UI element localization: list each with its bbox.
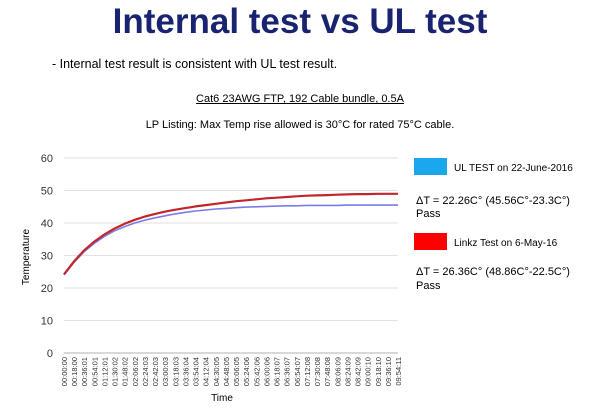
x-tick-label: 07:12:08 — [303, 357, 312, 386]
series-line-linkz — [63, 192, 398, 275]
y-tick-label: 30 — [41, 251, 53, 263]
y-tick-label: 50 — [41, 186, 53, 198]
legend-swatch-linkz — [414, 233, 447, 250]
x-tick-label: 08:42:09 — [354, 357, 363, 386]
chart-subtitle: Cat6 23AWG FTP, 192 Cable bundle, 0.5A — [196, 93, 404, 105]
legend-swatch-ul — [414, 158, 447, 175]
temperature-chart: 0 10 20 30 40 50 60 00:00:00 00:18:00 00:36:01 00… — [21, 153, 403, 404]
x-tick-label: 05:06:05 — [232, 357, 241, 386]
x-tick-label: 03:36:04 — [181, 357, 190, 386]
x-tick-label: 06:00:06 — [262, 357, 271, 386]
x-tick-label: 06:54:07 — [293, 357, 302, 386]
listing-text: LP Listing: Max Temp rise allowed is 30°… — [145, 119, 455, 131]
x-tick-label: 06:36:07 — [283, 357, 292, 386]
x-tick-label: 02:06:02 — [131, 357, 140, 386]
bullet-text: - Internal test result is consistent wit… — [52, 57, 338, 71]
legend-delta-linkz: ΔT = 26.36C° (48.86C°-22.5C°) — [416, 266, 570, 278]
x-tick-label: 00:54:01 — [90, 357, 99, 386]
y-tick-label: 40 — [41, 218, 53, 230]
x-tick-label: 07:30:08 — [313, 357, 322, 386]
x-tick-label: 05:24:06 — [242, 357, 251, 386]
x-tick-label: 00:18:00 — [70, 357, 79, 386]
x-tick-label: 01:30:02 — [111, 357, 120, 386]
series-line-ul — [63, 204, 398, 276]
x-tick-label: 04:48:05 — [222, 357, 231, 386]
legend-label-linkz: Linkz Test on 6-May-16 — [454, 238, 558, 249]
y-tick-label: 0 — [47, 348, 53, 360]
x-tick-label: 09:00:10 — [364, 357, 373, 386]
y-tick-label: 20 — [41, 283, 53, 295]
x-tick-label: 09:54:11 — [394, 357, 403, 386]
x-tick-label: 01:48:02 — [121, 357, 130, 386]
legend-label-ul: UL TEST on 22-June-2016 — [454, 163, 573, 174]
x-tick-label: 01:12:01 — [100, 357, 109, 386]
y-axis-label: Temperature — [21, 228, 32, 285]
legend-delta-ul: ΔT = 22.26C° (45.56C°-23.3C°) — [416, 195, 570, 207]
x-tick-label: 09:36:10 — [384, 357, 393, 386]
x-tick-label: 03:00:03 — [161, 357, 170, 386]
legend-result-linkz: Pass — [416, 280, 441, 292]
y-tick-label: 60 — [41, 153, 53, 165]
x-tick-label: 06:18:07 — [273, 357, 282, 386]
x-tick-label: 08:06:09 — [333, 357, 342, 386]
x-axis-label: Time — [211, 393, 233, 404]
slide-title: Internal test vs UL test — [112, 2, 488, 41]
legend-result-ul: Pass — [416, 208, 441, 220]
x-tick-label: 04:12:04 — [202, 357, 211, 386]
x-tick-label: 05:42:06 — [252, 357, 261, 386]
x-tick-label: 02:42:03 — [151, 357, 160, 386]
y-tick-label: 10 — [41, 316, 53, 328]
x-tick-label: 03:18:03 — [171, 357, 180, 386]
x-tick-label: 08:24:09 — [343, 357, 352, 386]
x-tick-label: 04:30:05 — [212, 357, 221, 386]
x-tick-label: 03:54:04 — [192, 357, 201, 386]
x-tick-label: 09:18:10 — [374, 357, 383, 386]
x-tick-label: 00:36:01 — [80, 357, 89, 386]
x-tick-label: 02:24:03 — [141, 357, 150, 386]
x-tick-label: 00:00:00 — [60, 357, 69, 386]
x-tick-label: 07:48:08 — [323, 357, 332, 386]
